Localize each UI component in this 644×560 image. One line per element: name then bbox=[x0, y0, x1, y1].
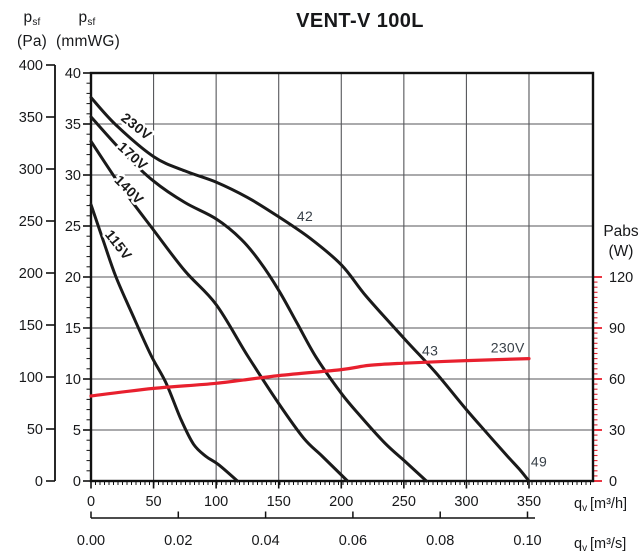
mmwg-tick-label: 0 bbox=[73, 474, 81, 490]
x-axis-unit-m3s: qv [m³/s] bbox=[574, 536, 627, 554]
axis-title-pa-unit: (Pa) bbox=[16, 33, 48, 50]
curve-170v-pressure bbox=[89, 115, 428, 483]
annotation-230v: 230V bbox=[491, 339, 525, 355]
curve-label-230v: 230V bbox=[118, 109, 155, 143]
mmwg-tick-label: 30 bbox=[65, 168, 81, 184]
pa-tick-label: 250 bbox=[19, 214, 43, 230]
pa-tick-label: 200 bbox=[19, 266, 43, 282]
axis-title-mmwg-symbol: psf bbox=[78, 9, 96, 28]
axis-title-pa: psf (Pa) bbox=[10, 8, 54, 51]
axis-title-mmwg-unit: (mmWG) bbox=[56, 33, 121, 50]
m3s-tick-label: 0.00 bbox=[77, 533, 105, 549]
curve-label-140v: 140V bbox=[111, 172, 147, 208]
axis-title-mmwg: psf (mmWG) bbox=[56, 8, 121, 51]
pa-tick-label: 100 bbox=[19, 370, 43, 386]
axis-title-pabs-name: Pabs bbox=[603, 223, 639, 240]
curve-115v-pressure bbox=[89, 203, 239, 483]
curve-230v-pressure bbox=[89, 96, 531, 483]
x-axis-tick-label: 50 bbox=[145, 494, 161, 510]
x-axis-tick-label: 100 bbox=[204, 494, 228, 510]
pabs-tick-label: 90 bbox=[609, 321, 625, 337]
pa-tick-label: 300 bbox=[19, 162, 43, 178]
x-axis-unit-m3h: qv [m³/h] bbox=[574, 496, 628, 514]
m3s-tick-label: 0.06 bbox=[339, 533, 367, 549]
pa-tick-label: 150 bbox=[19, 318, 43, 334]
mmwg-tick-label: 5 bbox=[73, 423, 81, 439]
x-axis-tick-label: 350 bbox=[517, 494, 541, 510]
chart-title: VENT-V 100L bbox=[296, 10, 424, 32]
annotation-42: 42 bbox=[297, 208, 313, 224]
curve-140v-pressure bbox=[89, 139, 349, 483]
pa-tick-label: 350 bbox=[19, 110, 43, 126]
pabs-tick-label: 60 bbox=[609, 372, 625, 388]
chart-frame bbox=[89, 71, 595, 483]
axis-title-pabs: Pabs (W) bbox=[598, 222, 644, 262]
mmwg-tick-label: 35 bbox=[65, 117, 81, 133]
m3s-tick-label: 0.02 bbox=[164, 533, 192, 549]
pa-tick-label: 50 bbox=[27, 422, 43, 438]
x-axis-tick-label: 300 bbox=[454, 494, 478, 510]
pa-tick-label: 0 bbox=[35, 474, 43, 490]
x-axis-tick-label: 150 bbox=[267, 494, 291, 510]
pabs-tick-label: 0 bbox=[609, 474, 617, 490]
pa-tick-label: 400 bbox=[19, 58, 43, 74]
x-axis-tick-label: 200 bbox=[329, 494, 353, 510]
mmwg-tick-label: 25 bbox=[65, 219, 81, 235]
pabs-tick-label: 30 bbox=[609, 423, 625, 439]
mmwg-tick-label: 20 bbox=[65, 270, 81, 286]
mmwg-tick-label: 40 bbox=[65, 66, 81, 82]
m3s-tick-label: 0.04 bbox=[251, 533, 279, 549]
m3s-tick-label: 0.08 bbox=[426, 533, 454, 549]
annotation-43: 43 bbox=[422, 342, 438, 358]
mmwg-tick-label: 15 bbox=[65, 321, 81, 337]
pabs-tick-label: 120 bbox=[609, 270, 633, 286]
m3s-tick-label: 0.10 bbox=[513, 533, 541, 549]
mmwg-tick-label: 10 bbox=[65, 372, 81, 388]
x-axis-tick-label: 250 bbox=[392, 494, 416, 510]
annotation-49: 49 bbox=[531, 454, 547, 470]
axis-title-pa-symbol: psf bbox=[23, 9, 41, 28]
curve-label-170v: 170V bbox=[115, 138, 151, 173]
x-axis-tick-label: 0 bbox=[87, 494, 95, 510]
curve-label-115v: 115V bbox=[102, 227, 135, 263]
axis-title-pabs-unit: (W) bbox=[608, 243, 634, 260]
curve-230v-power bbox=[89, 357, 531, 398]
